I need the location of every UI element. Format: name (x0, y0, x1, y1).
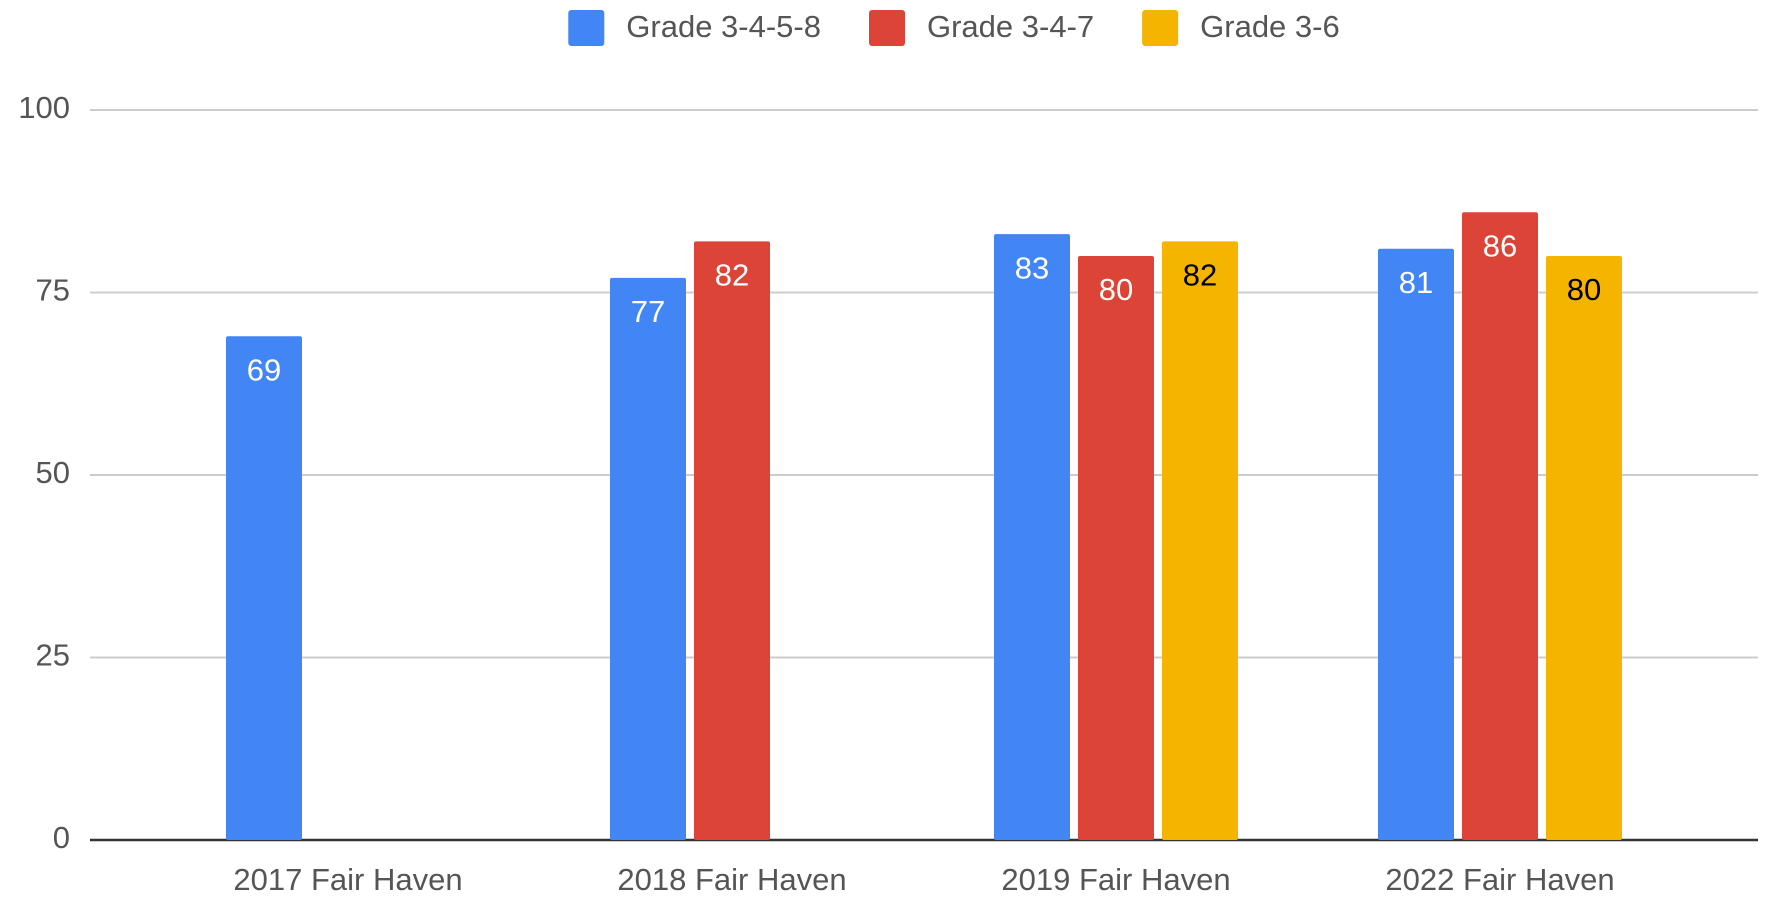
value-label: 83 (1015, 250, 1049, 285)
x-tick-label: 2018 Fair Haven (617, 862, 846, 897)
bar (694, 241, 770, 840)
value-label: 86 (1483, 228, 1517, 263)
legend-label: Grade 3-4-5-8 (626, 9, 821, 44)
y-tick-label: 50 (36, 455, 70, 490)
legend-label: Grade 3-6 (1200, 9, 1340, 44)
bar (1462, 212, 1538, 840)
y-tick-label: 25 (36, 638, 70, 673)
value-label: 77 (631, 294, 665, 329)
bar (994, 234, 1070, 841)
legend-label: Grade 3-4-7 (927, 9, 1094, 44)
bar (226, 336, 302, 840)
x-tick-label: 2017 Fair Haven (233, 862, 462, 897)
value-label: 80 (1567, 272, 1601, 307)
y-tick-label: 0 (53, 820, 70, 855)
value-label: 81 (1399, 265, 1433, 300)
bar (1546, 256, 1622, 840)
bar (610, 277, 686, 840)
value-label: 82 (715, 258, 749, 293)
x-tick-label: 2019 Fair Haven (1001, 862, 1230, 897)
legend-swatch (869, 10, 905, 46)
bar (1078, 256, 1154, 840)
y-tick-label: 75 (36, 273, 70, 308)
value-label: 69 (247, 352, 281, 387)
x-tick-label: 2022 Fair Haven (1385, 862, 1614, 897)
y-tick-label: 100 (18, 90, 70, 125)
legend-swatch (568, 10, 605, 46)
legend-swatch (1142, 10, 1179, 46)
value-label: 82 (1183, 258, 1217, 293)
bar (1162, 241, 1238, 840)
value-label: 80 (1099, 272, 1133, 307)
bar (1378, 248, 1454, 840)
